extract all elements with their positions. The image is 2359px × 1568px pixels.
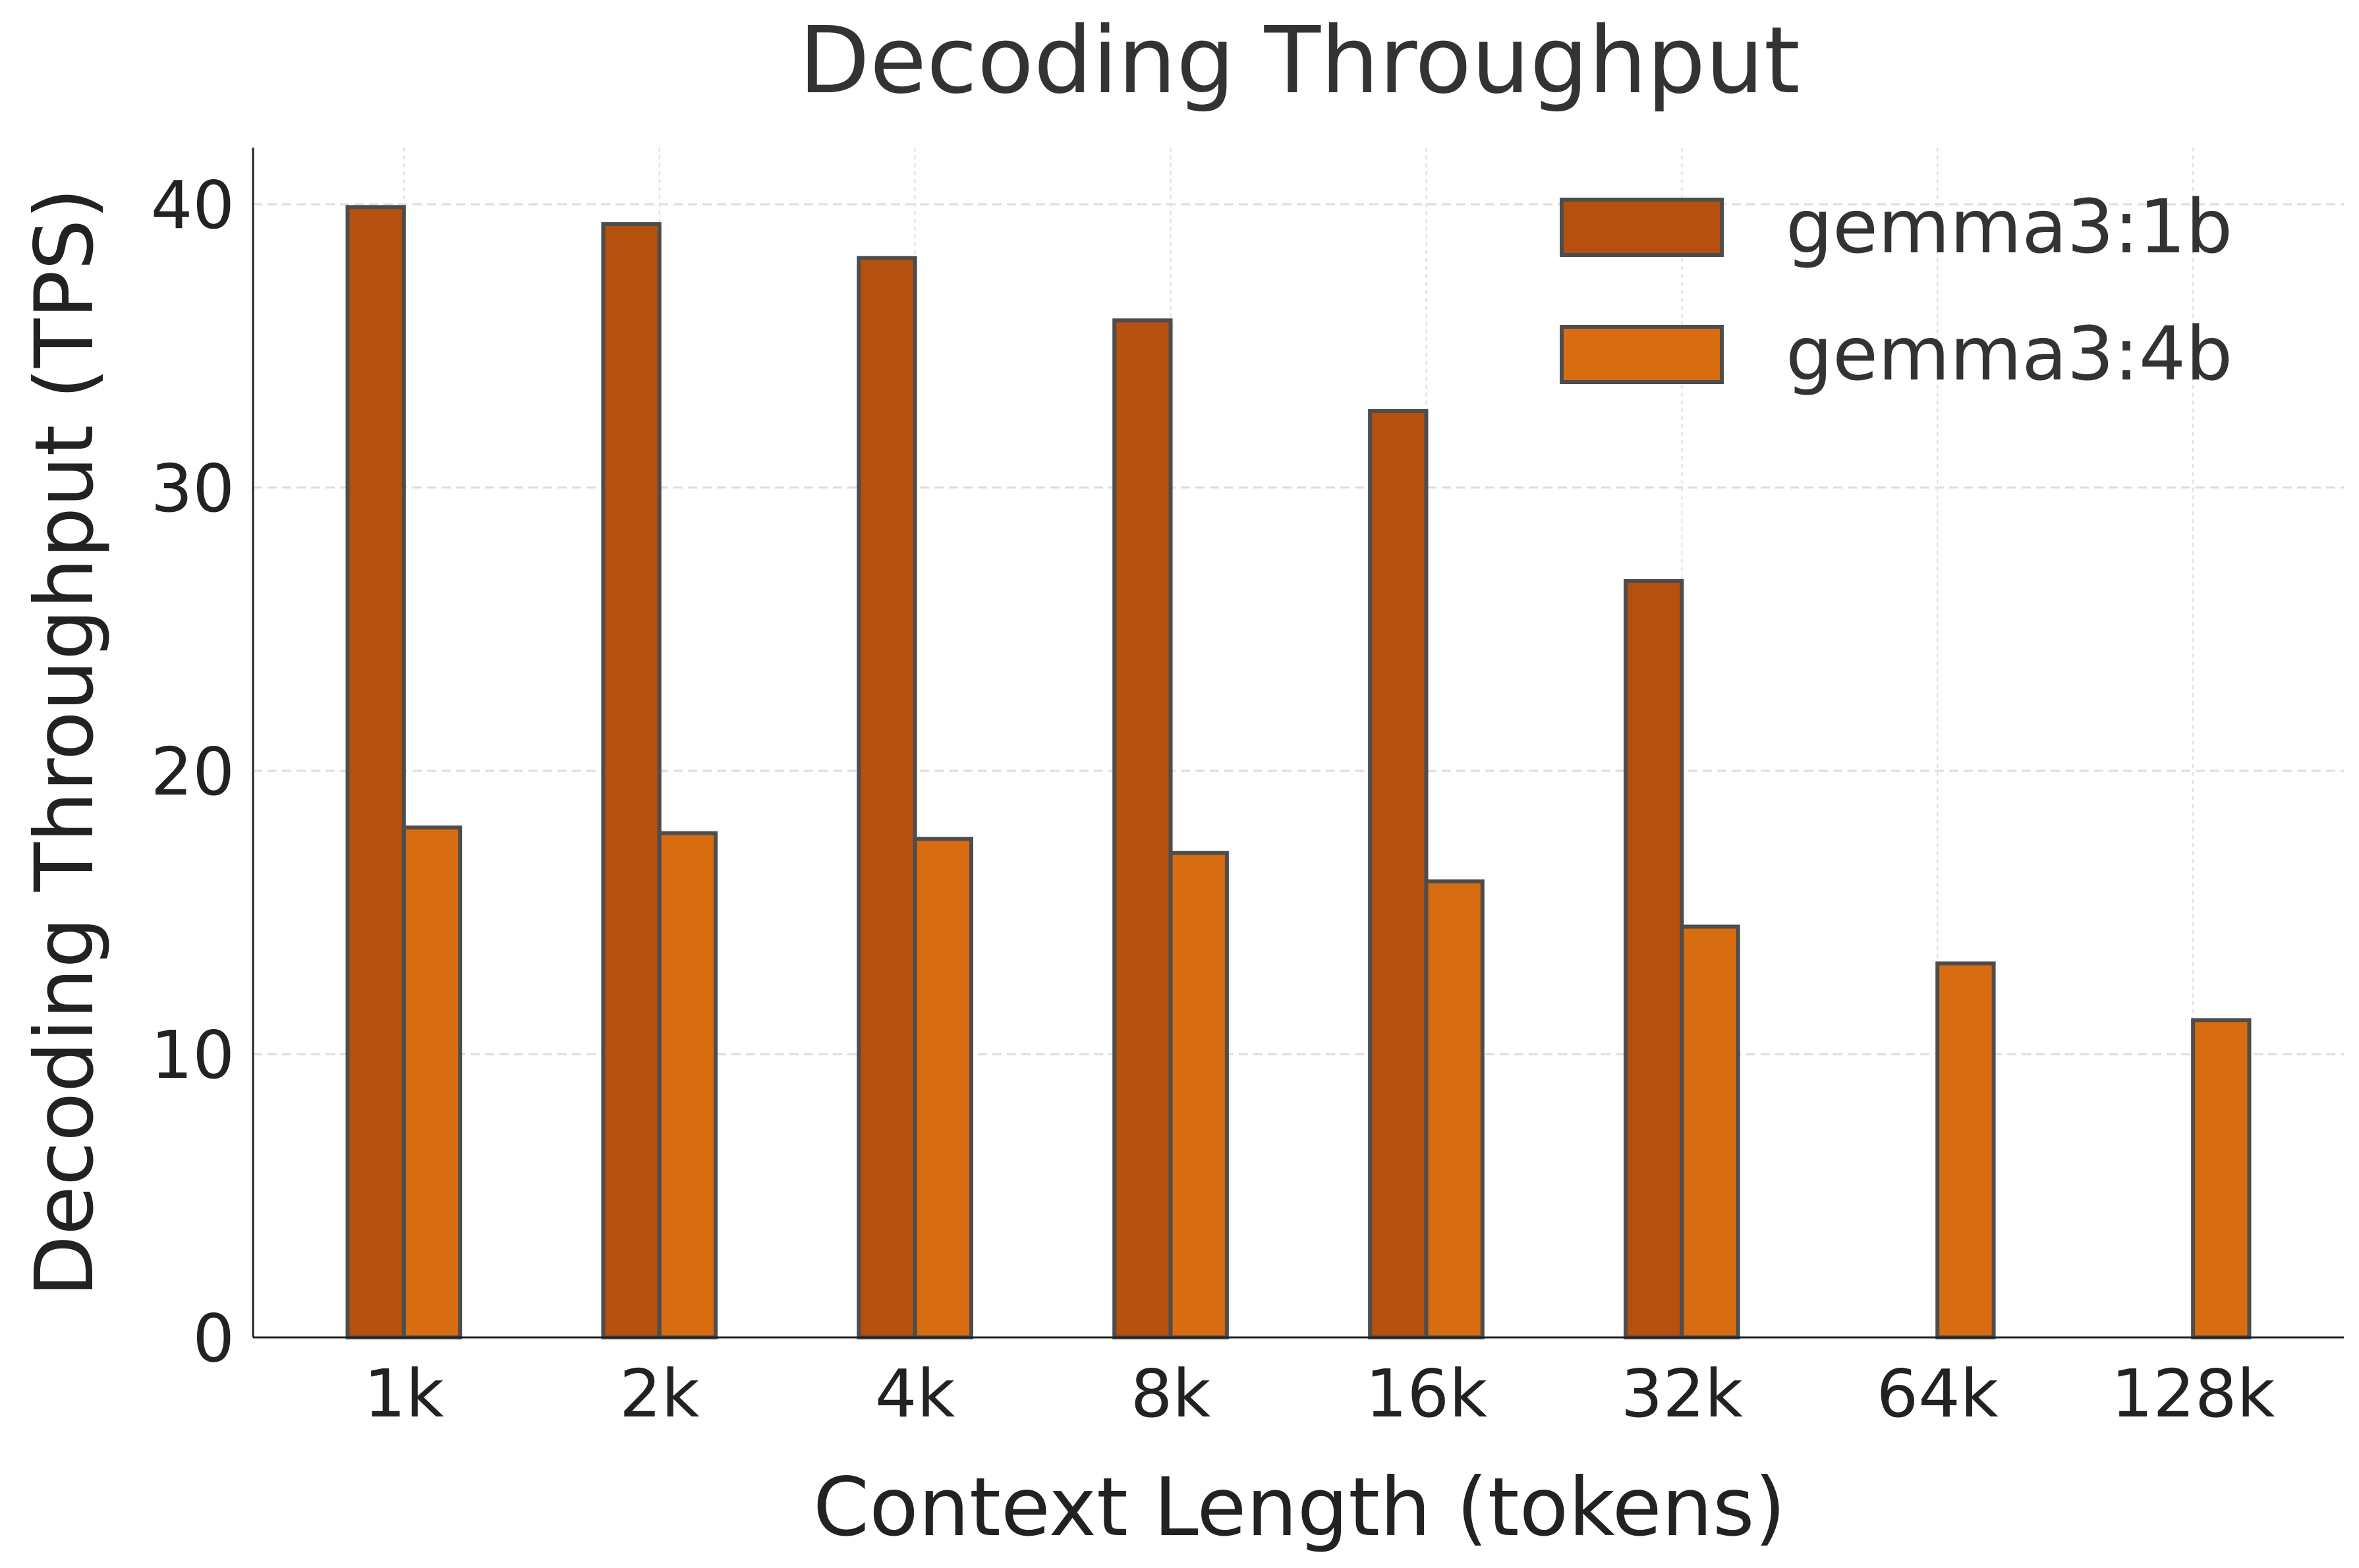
bar-gemma3-4b-128k xyxy=(2191,1018,2252,1340)
tick-labels: 0 10 20 30 40 1k 2k 4k 8k 16k 32k 64k 128k xyxy=(151,167,2275,1432)
y-tick-label: 20 xyxy=(151,733,235,810)
x-tick-label: 32k xyxy=(1621,1355,1743,1432)
bar-gemma3-1b-8k xyxy=(1112,318,1173,1339)
bars xyxy=(345,205,2252,1340)
bar-gemma3-4b-8k xyxy=(1168,851,1229,1339)
bar-gemma3-4b-4k xyxy=(913,837,973,1339)
legend-label: gemma3:4b xyxy=(1786,312,2232,397)
legend-swatch xyxy=(1560,198,1724,257)
x-tick-label: 16k xyxy=(1365,1355,1487,1432)
y-tick-label: 10 xyxy=(151,1017,235,1094)
x-tick-label: 1k xyxy=(364,1355,444,1432)
legend-swatch xyxy=(1560,325,1724,384)
bar-gemma3-1b-4k xyxy=(857,256,917,1340)
x-tick-label: 128k xyxy=(2111,1355,2275,1432)
axes xyxy=(252,148,2344,1339)
bar-gemma3-1b-32k xyxy=(1624,578,1684,1339)
x-tick-label: 8k xyxy=(1131,1355,1211,1432)
y-tick-label: 30 xyxy=(151,450,235,527)
bar-gemma3-1b-1k xyxy=(345,205,406,1339)
bar-gemma3-4b-64k xyxy=(1935,961,1996,1339)
x-tick-label: 2k xyxy=(619,1355,700,1432)
bar-gemma3-1b-16k xyxy=(1368,408,1429,1339)
x-tick-label: 64k xyxy=(1877,1355,1999,1432)
y-tick-label: 40 xyxy=(151,167,235,244)
y-axis-label: Decoding Throughput (TPS) xyxy=(18,188,111,1297)
legend-label: gemma3:1b xyxy=(1786,184,2232,270)
x-tick-label: 4k xyxy=(875,1355,955,1432)
bar-gemma3-4b-1k xyxy=(401,826,463,1339)
y-tick-label: 0 xyxy=(192,1300,235,1377)
bar-gemma3-4b-16k xyxy=(1424,879,1485,1339)
chart-title: Decoding Throughput xyxy=(799,7,1800,115)
legend: gemma3:1b gemma3:4b xyxy=(1560,184,2232,397)
bar-gemma3-4b-32k xyxy=(1680,924,1740,1339)
x-axis-label: Context Length (tokens) xyxy=(813,1461,1786,1554)
bar-gemma3-1b-2k xyxy=(601,222,662,1340)
bar-gemma3-4b-2k xyxy=(657,831,718,1339)
